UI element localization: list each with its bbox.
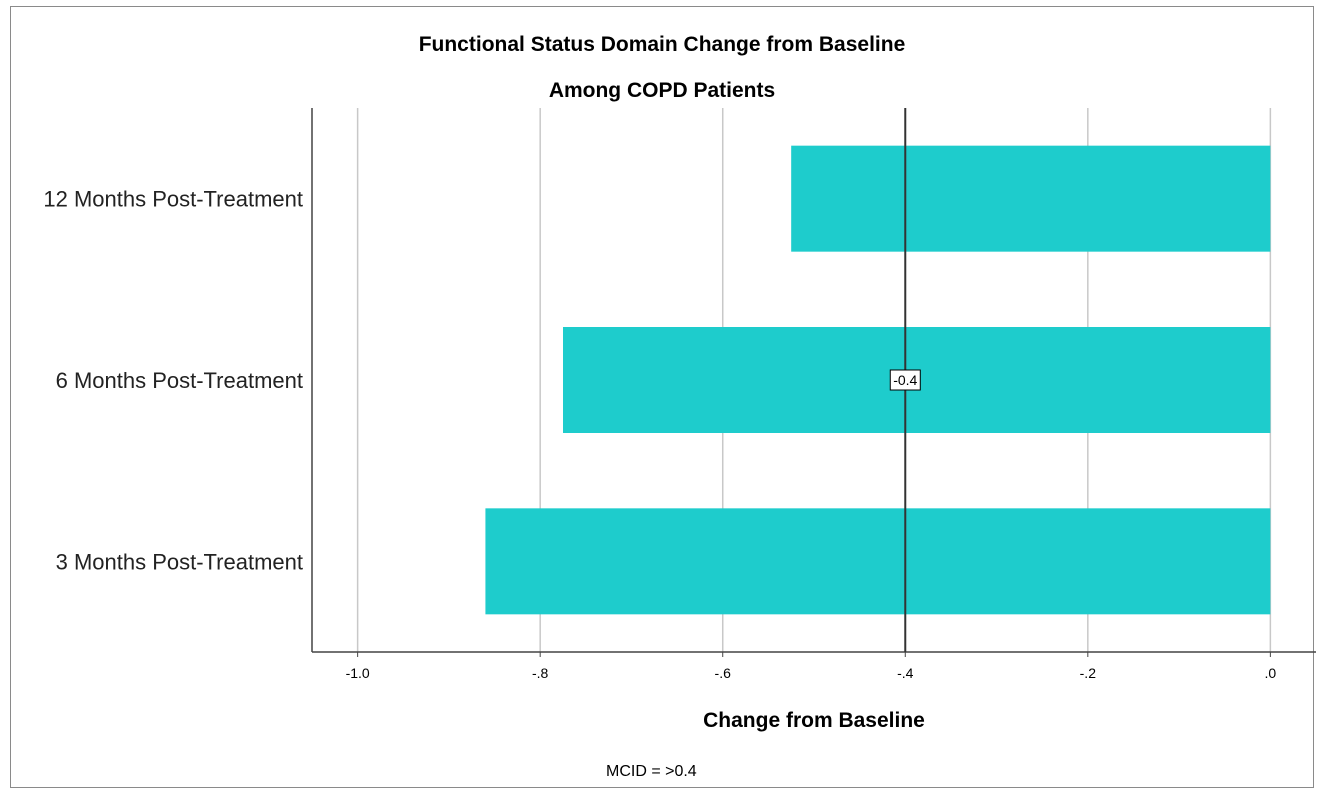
x-tick-label: .0 xyxy=(1265,665,1277,681)
x-tick-label: -.4 xyxy=(897,665,914,681)
chart-title: Functional Status Domain Change from Bas… xyxy=(419,33,906,56)
x-tick-label: -.6 xyxy=(715,665,732,681)
x-tick-labels: -1.0 -.8 -.6 -.4 -.2 .0 xyxy=(346,652,1277,681)
x-tick-label: -1.0 xyxy=(346,665,370,681)
reference-line-label: -0.4 xyxy=(893,372,917,388)
category-labels: 12 Months Post-Treatment 6 Months Post-Tr… xyxy=(43,187,303,575)
x-tick-label: -.2 xyxy=(1080,665,1097,681)
x-axis-title: Change from Baseline xyxy=(703,709,925,732)
axes xyxy=(311,108,1316,653)
mcid-footnote: MCID = >0.4 xyxy=(606,763,697,780)
chart-subtitle: Among COPD Patients xyxy=(549,79,775,102)
reference-label-box xyxy=(889,369,921,391)
category-label: 12 Months Post-Treatment xyxy=(43,187,303,212)
category-label: 3 Months Post-Treatment xyxy=(56,549,303,574)
reference-line-group: -0.4 xyxy=(889,108,921,652)
bars xyxy=(485,145,1271,615)
category-label: 6 Months Post-Treatment xyxy=(56,368,303,393)
bar xyxy=(791,145,1271,252)
x-tick-label: -.8 xyxy=(532,665,549,681)
bar xyxy=(485,508,1271,615)
